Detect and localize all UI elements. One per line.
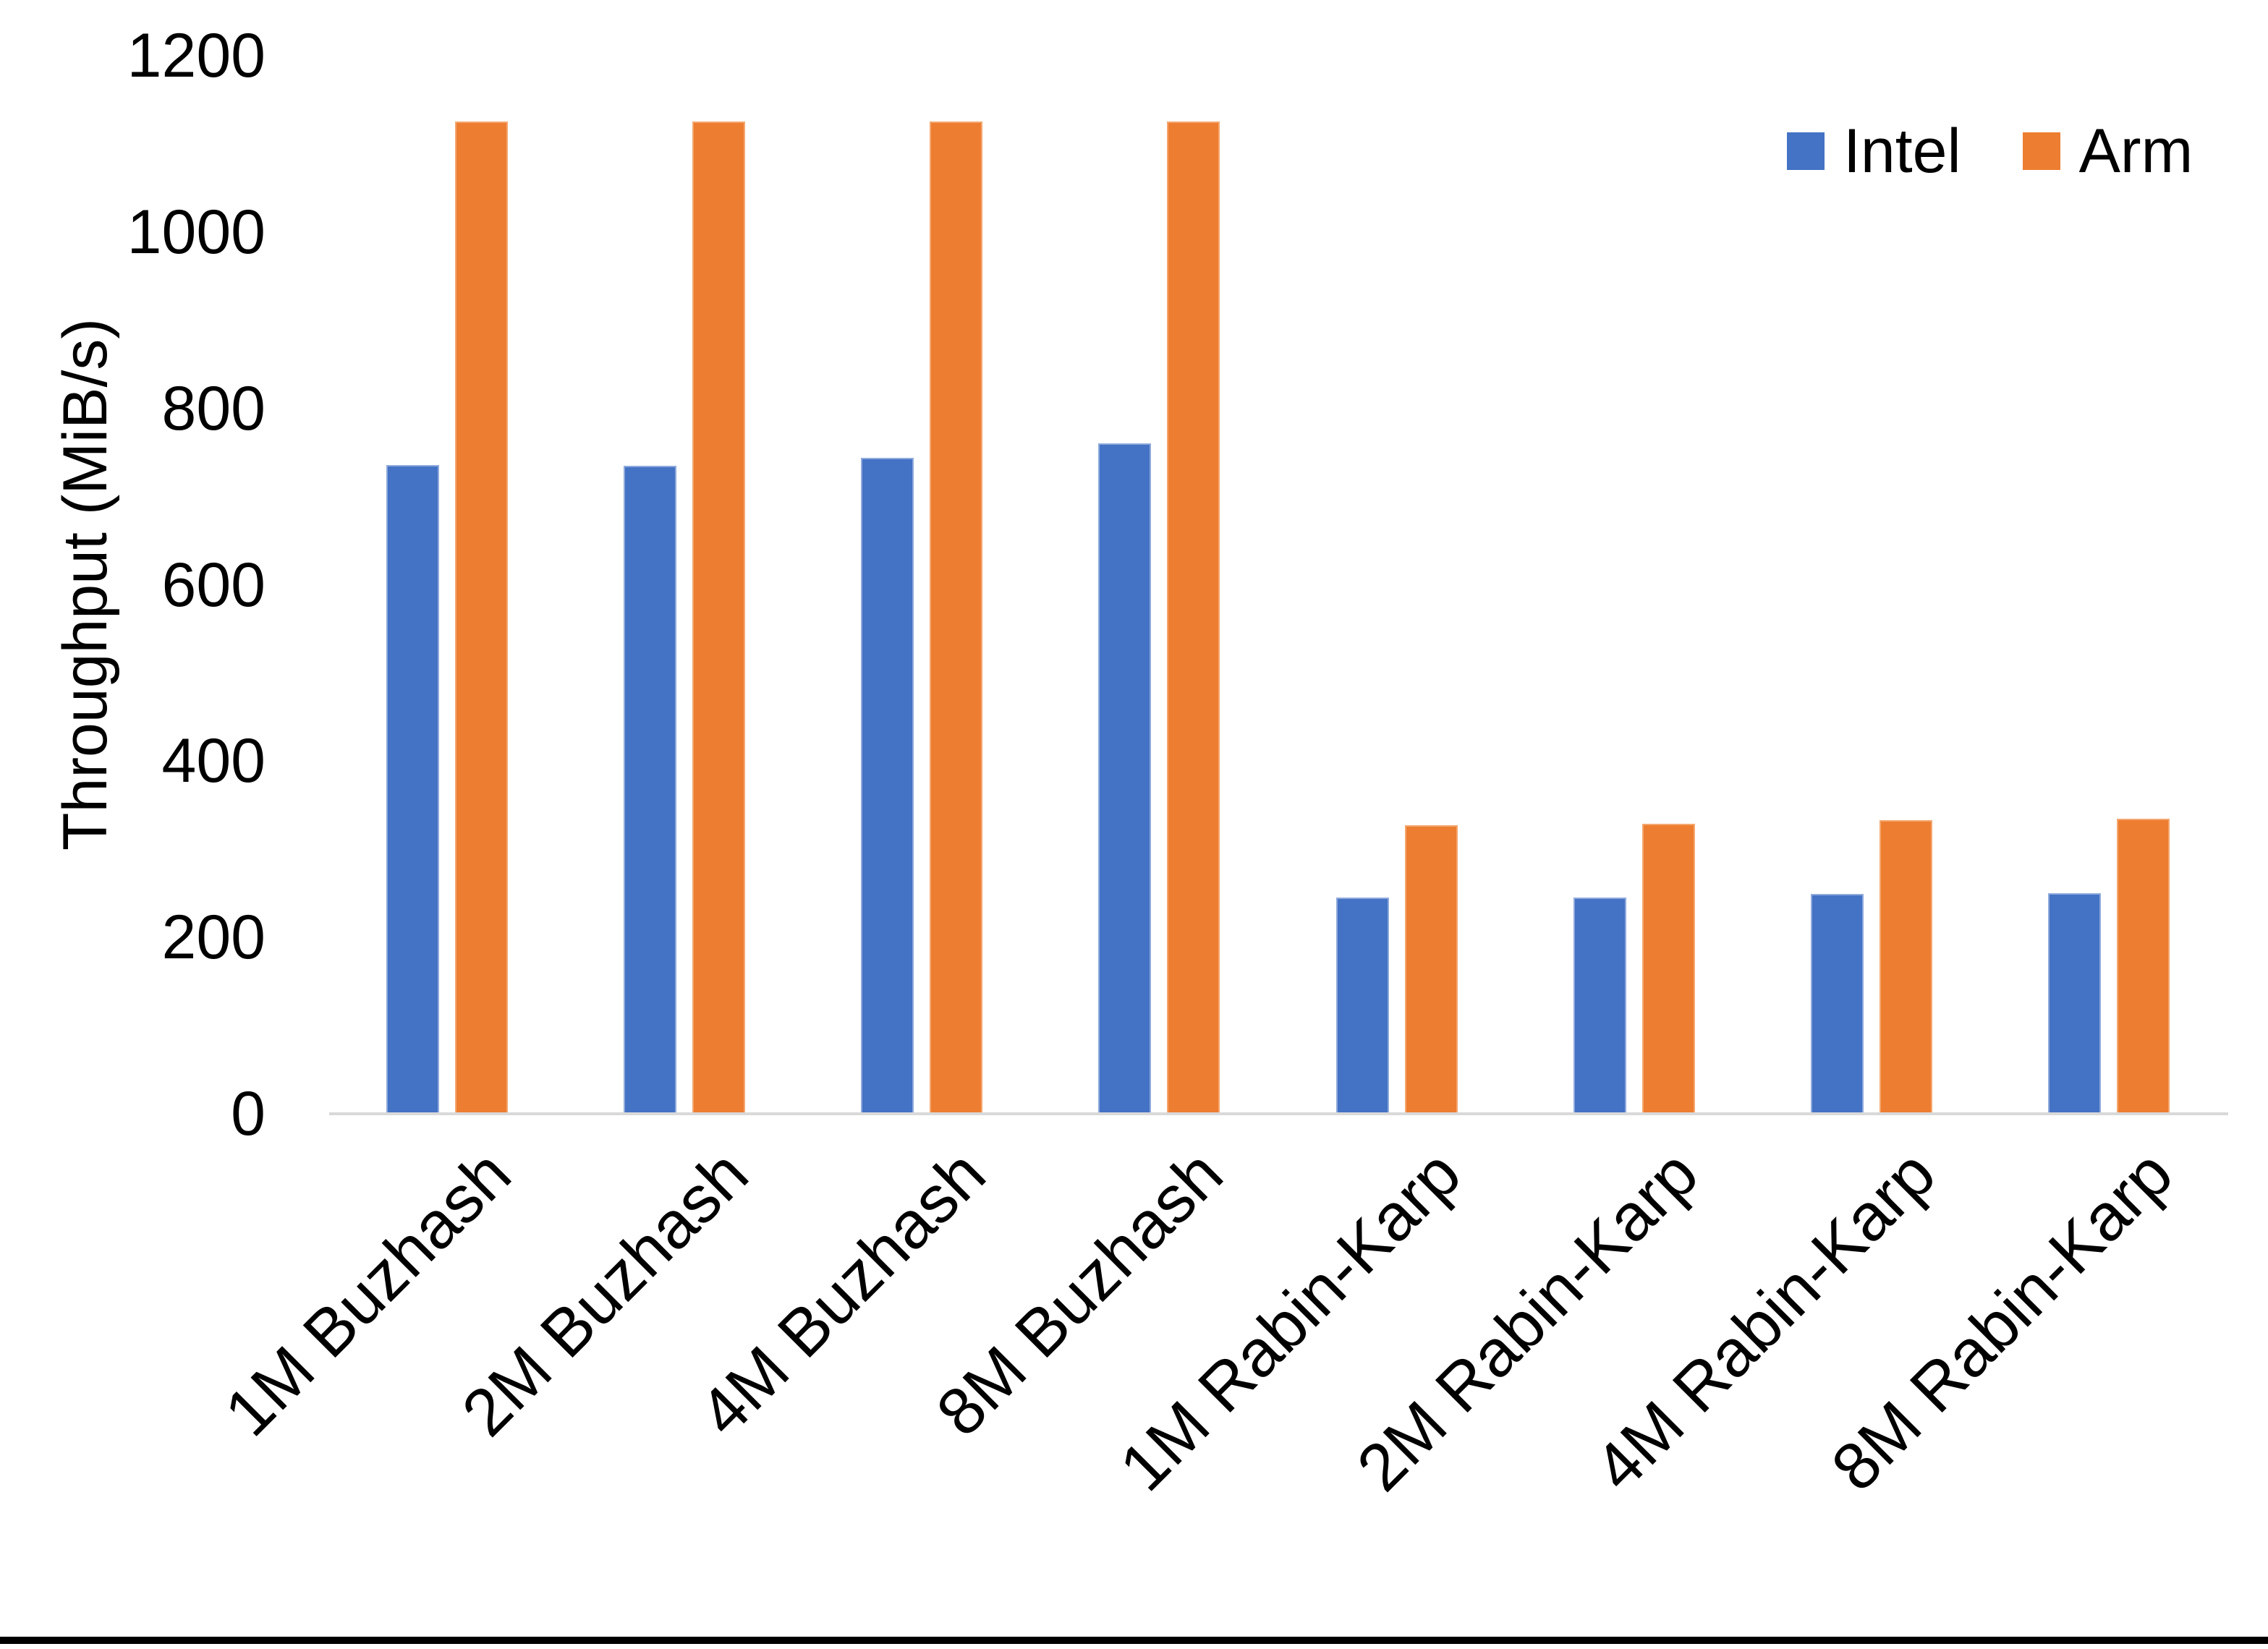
x-category-label-4m-rabin-karp: 4M Rabin-Karp: [1580, 1136, 1950, 1505]
legend-label-intel: Intel: [1843, 116, 1961, 186]
bar-arm-4m-rabin-karp: [1879, 820, 1932, 1114]
y-tick-label-1200: 1200: [127, 21, 266, 90]
legend-label-arm: Arm: [2078, 116, 2193, 186]
x-axis-line: [329, 1112, 2228, 1115]
bar-arm-4m-buzhash: [930, 122, 983, 1114]
bar-arm-1m-buzhash: [455, 122, 508, 1114]
y-tick-label-800: 800: [161, 373, 266, 443]
slide-bottom-edge: [0, 1637, 2268, 1644]
bar-intel-4m-rabin-karp: [1810, 894, 1864, 1114]
x-category-label-8m-rabin-karp: 8M Rabin-Karp: [1817, 1136, 2187, 1505]
legend-item-arm: Arm: [2022, 116, 2193, 186]
y-tick-label-0: 0: [231, 1079, 266, 1149]
bar-arm-1m-rabin-karp: [1404, 825, 1458, 1114]
bar-intel-1m-buzhash: [386, 464, 439, 1114]
bar-arm-2m-buzhash: [692, 122, 746, 1114]
bar-arm-8m-buzhash: [1167, 122, 1220, 1114]
legend-item-intel: Intel: [1787, 120, 1961, 182]
x-category-label-2m-buzhash: 2M Buzhash: [448, 1136, 763, 1451]
bar-intel-2m-buzhash: [624, 465, 677, 1114]
legend-swatch-arm: [2022, 132, 2060, 170]
legend: Intel Arm: [1787, 120, 2193, 182]
x-category-label-1m-buzhash: 1M Buzhash: [211, 1136, 525, 1451]
y-tick-label-600: 600: [161, 550, 266, 620]
bar-intel-1m-rabin-karp: [1335, 898, 1389, 1114]
bar-arm-8m-rabin-karp: [2116, 818, 2170, 1114]
x-category-label-1m-rabin-karp: 1M Rabin-Karp: [1105, 1136, 1474, 1505]
y-tick-label-1000: 1000: [127, 197, 266, 267]
bar-intel-8m-buzhash: [1098, 443, 1152, 1114]
x-category-label-2m-rabin-karp: 2M Rabin-Karp: [1343, 1136, 1712, 1505]
bar-intel-2m-rabin-karp: [1573, 898, 1626, 1114]
x-category-label-8m-buzhash: 8M Buzhash: [923, 1136, 1237, 1451]
bar-intel-8m-rabin-karp: [2047, 893, 2101, 1114]
y-tick-label-400: 400: [161, 726, 266, 796]
bar-arm-2m-rabin-karp: [1641, 823, 1695, 1114]
bar-intel-4m-buzhash: [861, 457, 914, 1114]
x-category-label-4m-buzhash: 4M Buzhash: [685, 1136, 1000, 1451]
legend-swatch-intel: [1787, 132, 1825, 170]
y-tick-label-200: 200: [161, 903, 266, 973]
